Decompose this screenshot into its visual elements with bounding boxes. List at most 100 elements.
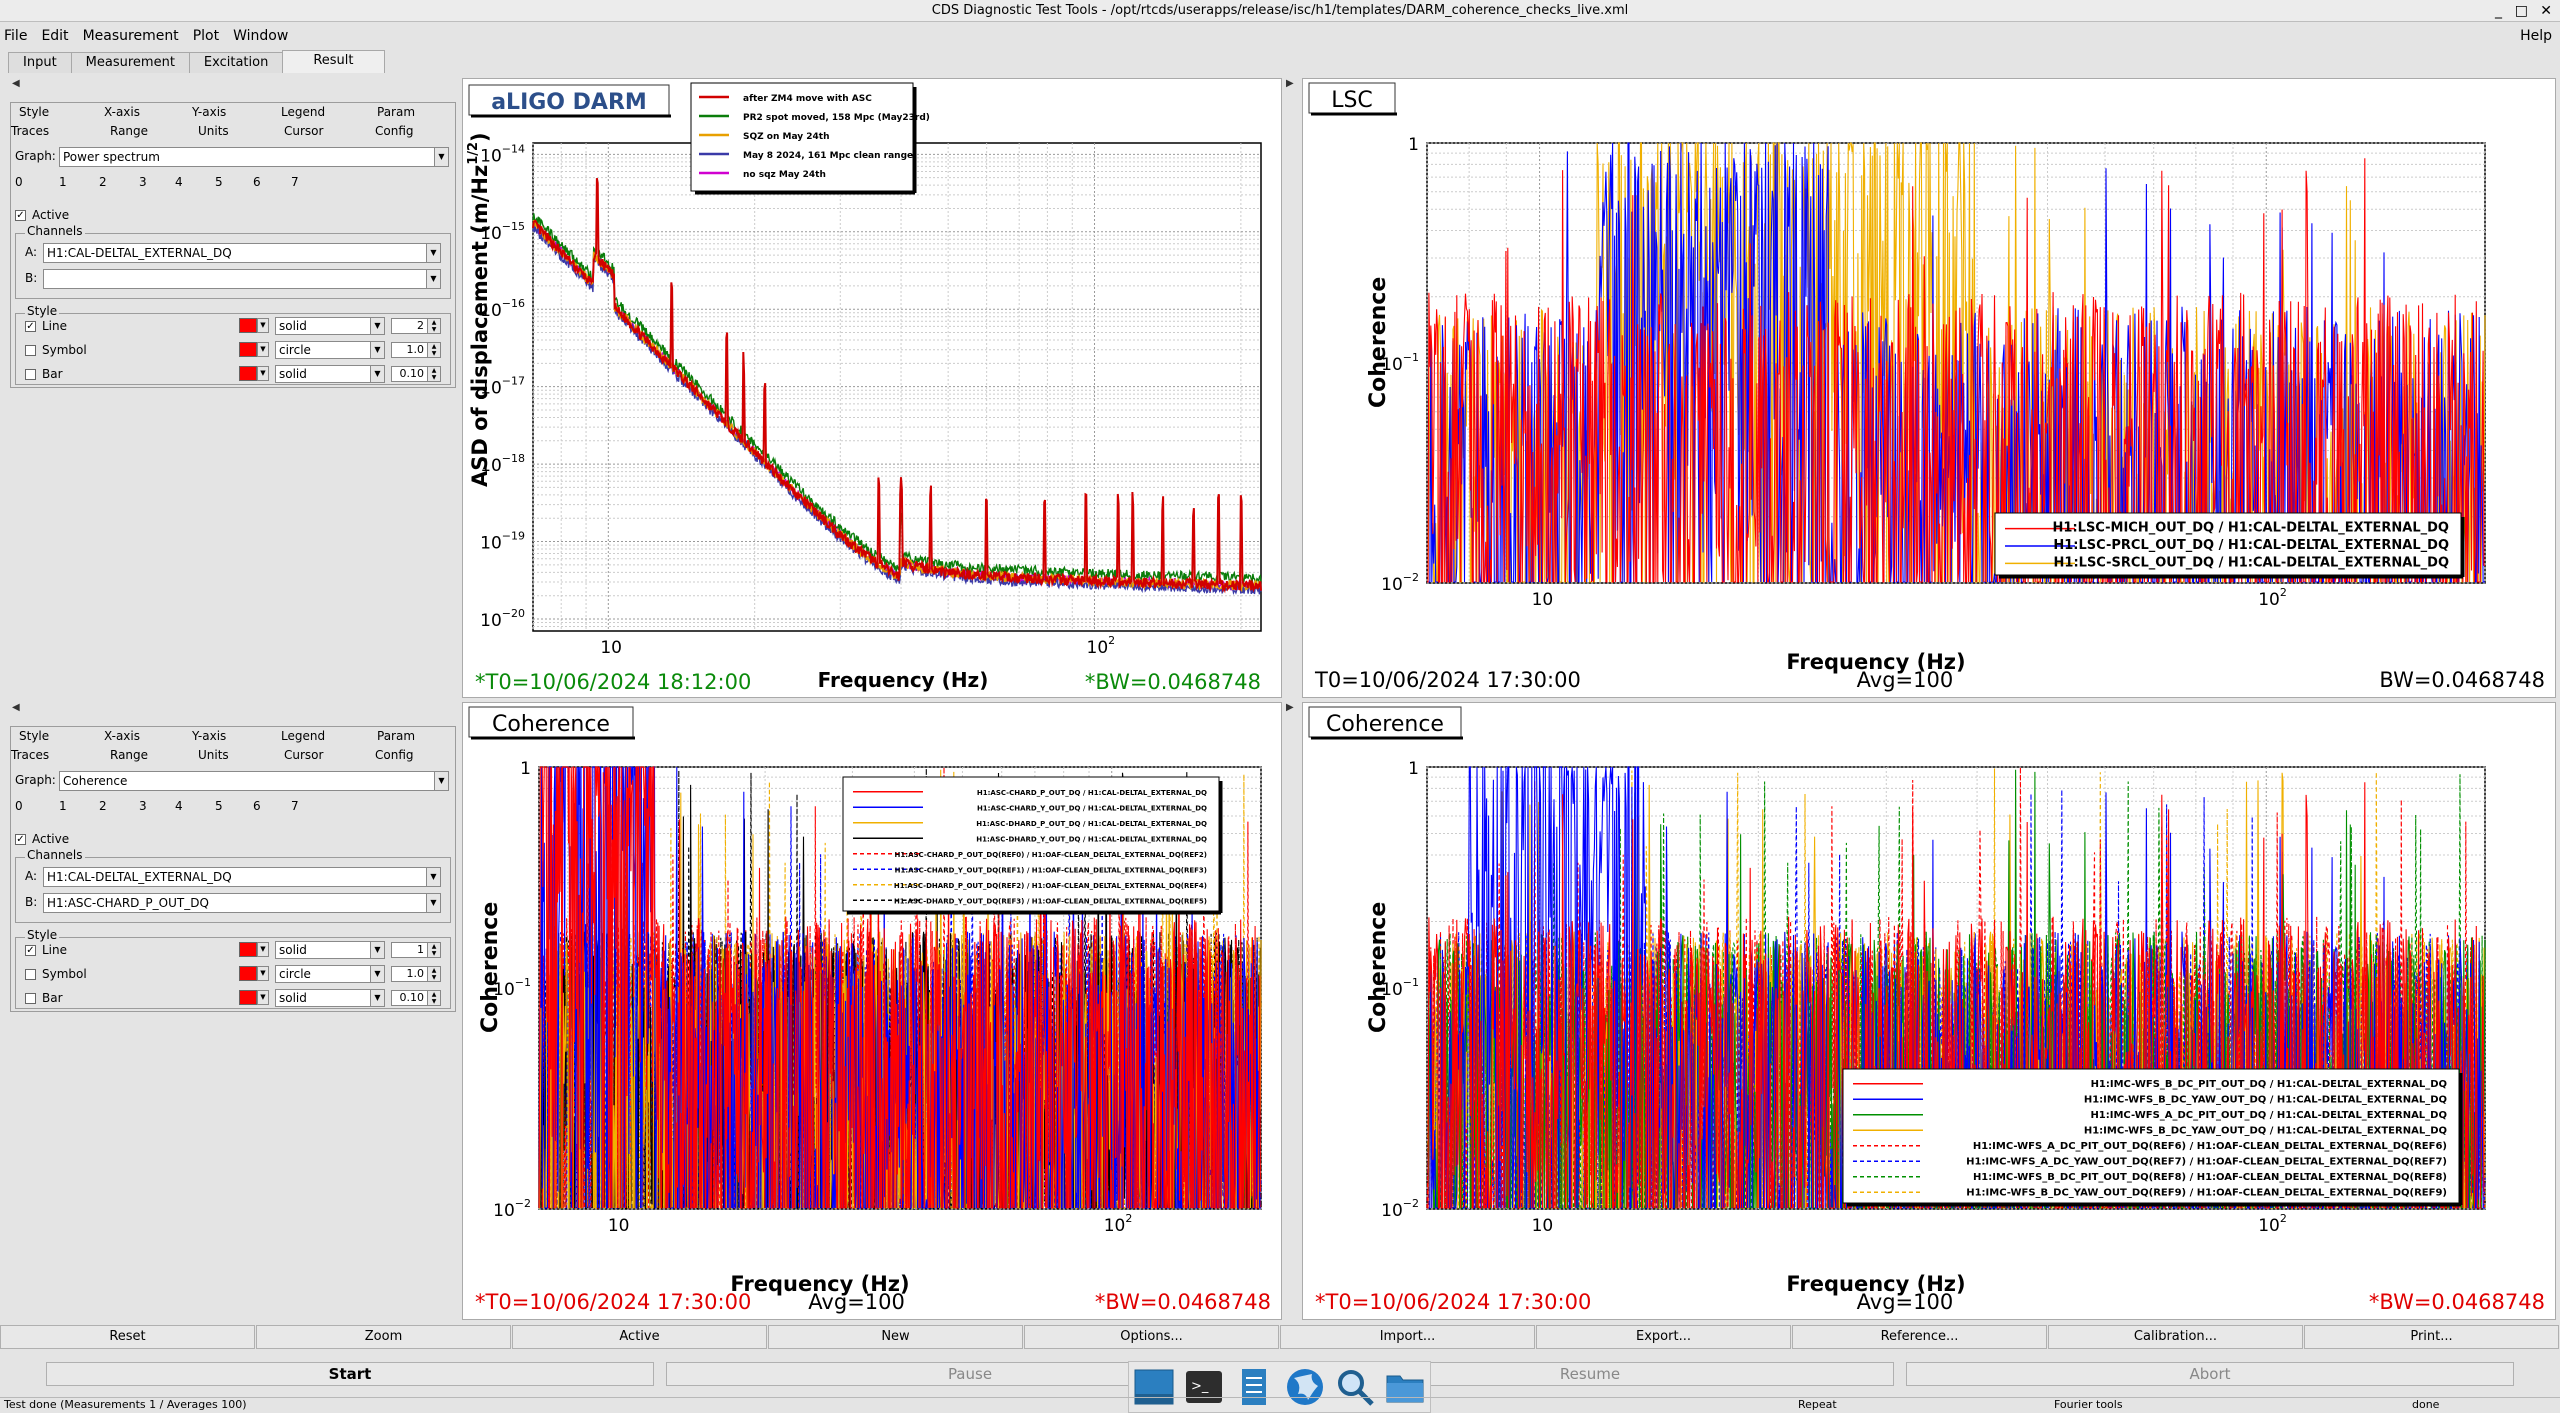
- collapse-left-icon-2[interactable]: ◀: [12, 702, 20, 713]
- tab-excitation[interactable]: Excitation: [188, 52, 284, 73]
- minimize-icon[interactable]: _: [2495, 3, 2502, 19]
- symbol-style-select[interactable]: circle ▼: [275, 965, 385, 983]
- channel-b-select[interactable]: ▼: [43, 269, 441, 289]
- ptab-legend[interactable]: Legend: [281, 105, 326, 119]
- plot-darm[interactable]: 10−14 10−15 10−16 10−17 10−18 10−19 10−20 10 102…: [462, 78, 1282, 698]
- ptab-traces[interactable]: Traces: [11, 748, 50, 762]
- desktop-icon[interactable]: [1133, 1366, 1175, 1408]
- symbol-color-swatch[interactable]: [239, 966, 257, 981]
- options-button[interactable]: Options...: [1024, 1325, 1279, 1349]
- ptab-legend[interactable]: Legend: [281, 729, 326, 743]
- active-checkbox[interactable]: ✓ Active: [15, 832, 70, 846]
- imc-coherence-chart[interactable]: 1 10−1 10−2 10 102 Coherence H1:IMC-WFS_B_DC_P…: [1303, 703, 2557, 1321]
- symbol-size-spinner[interactable]: 1.0 ▲ ▼: [391, 342, 441, 358]
- active-checkbox[interactable]: ✓ Active: [15, 208, 70, 222]
- trace-tab-5[interactable]: 5: [215, 799, 223, 813]
- symbol-style-select[interactable]: circle ▼: [275, 341, 385, 359]
- trace-tab-5[interactable]: 5: [215, 175, 223, 189]
- graph-select[interactable]: Coherence ▼: [59, 771, 449, 791]
- symbol-checkbox[interactable]: Symbol: [25, 343, 87, 357]
- trace-tab-2[interactable]: 2: [99, 175, 107, 189]
- bar-checkbox[interactable]: Bar: [25, 367, 63, 381]
- line-color-swatch[interactable]: [239, 318, 257, 333]
- symbol-color-swatch[interactable]: [239, 342, 257, 357]
- print-button[interactable]: Print...: [2304, 1325, 2559, 1349]
- bar-color-swatch[interactable]: [239, 366, 257, 381]
- chevron-down-icon[interactable]: ▼: [257, 318, 269, 333]
- web-browser-icon[interactable]: [1284, 1366, 1326, 1408]
- menu-plot[interactable]: Plot: [192, 27, 220, 44]
- export-button[interactable]: Export...: [1536, 1325, 1791, 1349]
- plot-asc[interactable]: 1 10−1 10−2 10 102 Coherence H1:ASC-CHARD_P_OU…: [462, 702, 1282, 1320]
- chevron-down-icon[interactable]: ▼: [257, 342, 269, 357]
- ptab-cursor[interactable]: Cursor: [284, 748, 324, 762]
- trace-tab-7[interactable]: 7: [291, 799, 299, 813]
- zoom-button[interactable]: Zoom: [256, 1325, 511, 1349]
- chevron-down-icon[interactable]: ▼: [257, 366, 269, 381]
- bar-style-select[interactable]: solid ▼: [275, 989, 385, 1007]
- bar-checkbox[interactable]: Bar: [25, 991, 63, 1005]
- plot-imc[interactable]: 1 10−1 10−2 10 102 Coherence H1:IMC-WFS_B_DC_P…: [1302, 702, 2556, 1320]
- trace-tab-1[interactable]: 1: [59, 799, 67, 813]
- terminal-icon[interactable]: >_: [1183, 1366, 1225, 1408]
- ptab-style[interactable]: Style: [19, 729, 50, 743]
- menu-help[interactable]: Help: [2520, 27, 2552, 44]
- bar-size-spinner[interactable]: 0.10 ▲ ▼: [391, 366, 441, 382]
- import-button[interactable]: Import...: [1280, 1325, 1535, 1349]
- trace-tab-3[interactable]: 3: [139, 799, 147, 813]
- channel-a-select[interactable]: H1:CAL-DELTAL_EXTERNAL_DQ ▼: [43, 243, 441, 263]
- active-button[interactable]: Active: [512, 1325, 767, 1349]
- asc-coherence-chart[interactable]: 1 10−1 10−2 10 102 Coherence H1:ASC-CHARD_P_OU…: [463, 703, 1283, 1321]
- ptab-cursor[interactable]: Cursor: [284, 124, 324, 138]
- abort-button[interactable]: Abort: [1906, 1362, 2514, 1386]
- menu-measurement[interactable]: Measurement: [82, 27, 179, 44]
- trace-tab-4[interactable]: 4: [175, 799, 183, 813]
- trace-tab-3[interactable]: 3: [139, 175, 147, 189]
- ptab-xaxis[interactable]: X-axis: [104, 729, 140, 743]
- ptab-range[interactable]: Range: [110, 748, 149, 762]
- ptab-xaxis[interactable]: X-axis: [104, 105, 140, 119]
- trace-tab-4[interactable]: 4: [175, 175, 183, 189]
- collapse-left-icon[interactable]: ◀: [12, 78, 20, 89]
- reference-button[interactable]: Reference...: [1792, 1325, 2047, 1349]
- ptab-units[interactable]: Units: [198, 748, 229, 762]
- tab-measurement[interactable]: Measurement: [70, 52, 190, 73]
- reset-button[interactable]: Reset: [0, 1325, 255, 1349]
- close-icon[interactable]: ✕: [2540, 3, 2552, 19]
- collapse-right-icon[interactable]: ▶: [1286, 78, 1294, 89]
- trace-tab-0[interactable]: 0: [15, 175, 23, 189]
- chevron-down-icon[interactable]: ▼: [257, 942, 269, 957]
- plot-lsc[interactable]: 1 10−1 10−2 10 102 LSC H1:LSC-MICH_OUT_DQ / H1…: [1302, 78, 2556, 698]
- chevron-down-icon[interactable]: ▼: [257, 990, 269, 1005]
- channel-b-select[interactable]: H1:ASC-CHARD_P_OUT_DQ ▼: [43, 893, 441, 913]
- ptab-config[interactable]: Config: [375, 748, 414, 762]
- symbol-checkbox[interactable]: Symbol: [25, 967, 87, 981]
- bar-size-spinner[interactable]: 0.10 ▲ ▼: [391, 990, 441, 1006]
- start-button[interactable]: Start: [46, 1362, 654, 1386]
- line-checkbox[interactable]: ✓ Line: [25, 319, 68, 333]
- lsc-coherence-chart[interactable]: 1 10−1 10−2 10 102 LSC H1:LSC-MICH_OUT_DQ / H1…: [1303, 79, 2557, 699]
- trace-tab-2[interactable]: 2: [99, 799, 107, 813]
- symbol-size-spinner[interactable]: 1.0 ▲ ▼: [391, 966, 441, 982]
- ptab-style[interactable]: Style: [19, 105, 50, 119]
- ptab-param[interactable]: Param: [377, 729, 416, 743]
- bar-style-select[interactable]: solid ▼: [275, 365, 385, 383]
- menu-window[interactable]: Window: [233, 27, 289, 44]
- ptab-traces[interactable]: Traces: [11, 124, 50, 138]
- line-size-spinner[interactable]: 1 ▲ ▼: [391, 942, 441, 958]
- maximize-icon[interactable]: □: [2514, 3, 2528, 19]
- line-checkbox[interactable]: ✓ Line: [25, 943, 68, 957]
- line-style-select[interactable]: solid ▼: [275, 941, 385, 959]
- graph-select[interactable]: Power spectrum ▼: [59, 147, 449, 167]
- ptab-yaxis[interactable]: Y-axis: [192, 729, 227, 743]
- channel-a-select[interactable]: H1:CAL-DELTAL_EXTERNAL_DQ ▼: [43, 867, 441, 887]
- trace-tab-6[interactable]: 6: [253, 799, 261, 813]
- line-size-spinner[interactable]: 2 ▲ ▼: [391, 318, 441, 334]
- bar-color-swatch[interactable]: [239, 990, 257, 1005]
- line-color-swatch[interactable]: [239, 942, 257, 957]
- menu-edit[interactable]: Edit: [41, 27, 69, 44]
- tab-input[interactable]: Input: [8, 52, 72, 73]
- ptab-range[interactable]: Range: [110, 124, 149, 138]
- collapse-right-icon-2[interactable]: ▶: [1286, 702, 1294, 713]
- trace-tab-0[interactable]: 0: [15, 799, 23, 813]
